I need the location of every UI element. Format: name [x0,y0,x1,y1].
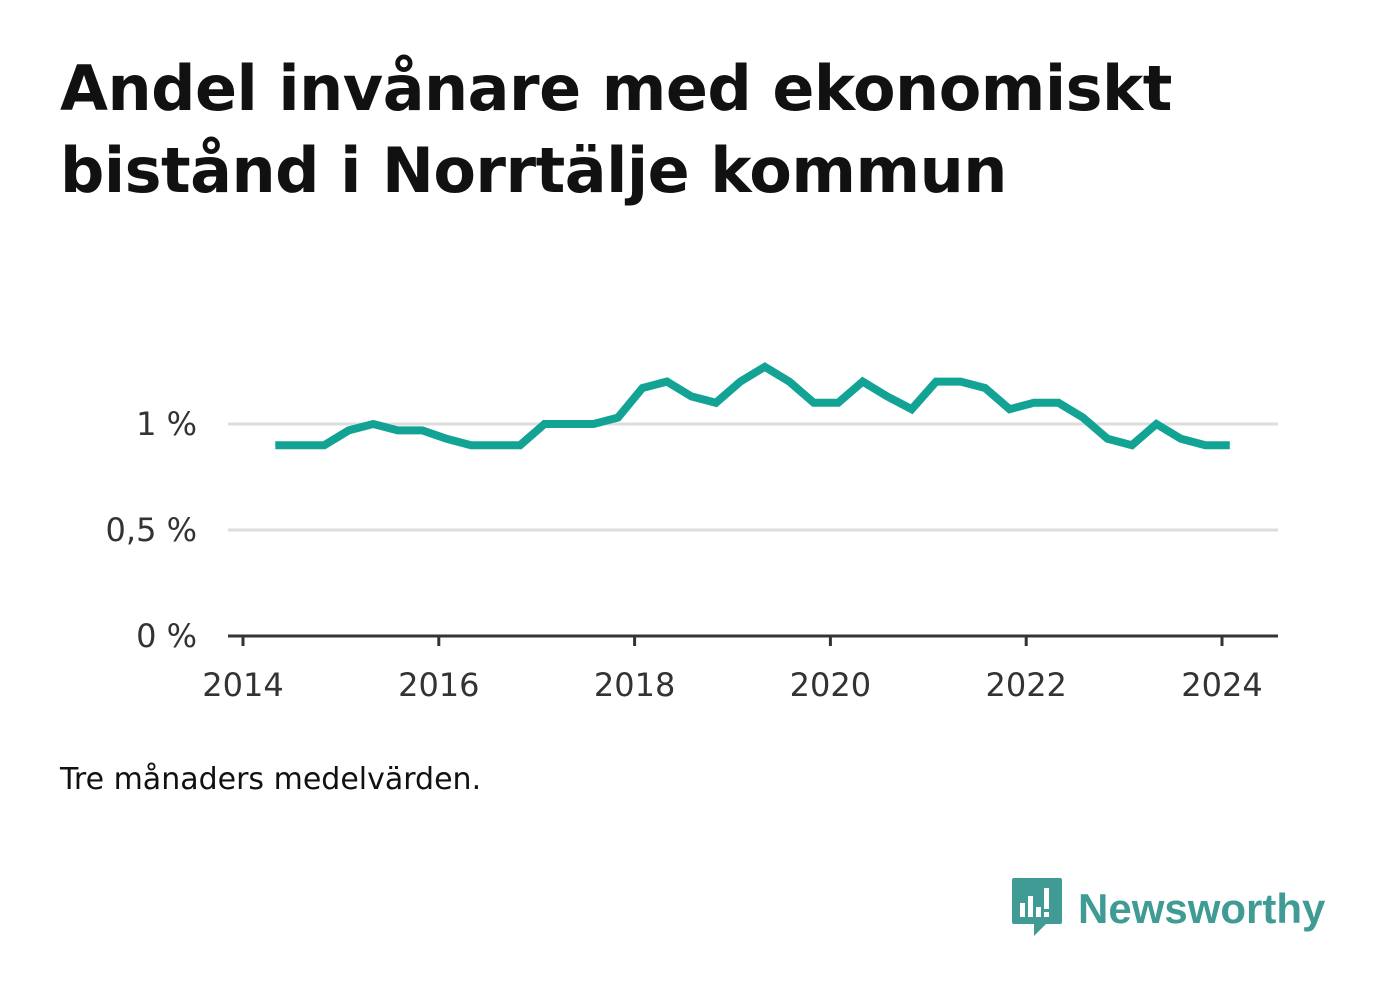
series-line [275,362,1230,450]
chart-note: Tre månaders medelvärden. [60,762,482,797]
y-tick-label: 1 % [136,405,197,443]
x-tick-label: 2014 [202,666,283,704]
brand-name: Newsworthy [1078,885,1326,932]
x-axis-ticks: 2014 2016 2018 2020 2022 2024 [202,636,1263,704]
y-tick-label: 0 % [136,617,197,655]
x-tick-label: 2016 [398,666,479,704]
newsworthy-logo-icon [1012,878,1062,936]
x-tick-label: 2022 [985,666,1066,704]
grid-lines [228,422,1278,532]
x-tick-label: 2018 [594,666,675,704]
x-tick-label: 2020 [790,666,871,704]
brand-logo: Newsworthy [1010,876,1325,942]
x-tick-label: 2024 [1181,666,1262,704]
y-tick-label: 0,5 % [106,511,197,549]
series-layer [275,362,1230,450]
y-axis-ticks: 0 % 0,5 % 1 % [106,405,197,655]
chart-title: Andel invånare med ekonomiskt bistånd i … [60,52,1172,207]
